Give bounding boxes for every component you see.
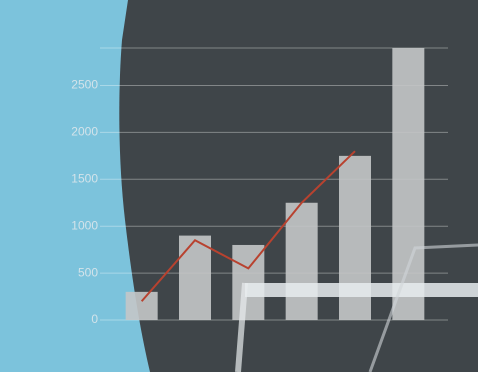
bar — [125, 291, 158, 320]
overlay-band — [245, 283, 478, 297]
y-tick-label: 2000 — [71, 125, 98, 139]
overlay-stroke — [235, 282, 248, 373]
overlay-line — [368, 243, 478, 373]
bar — [179, 235, 211, 320]
bar — [285, 202, 318, 320]
y-tick-label: 500 — [78, 265, 98, 279]
y-tick-label: 1500 — [71, 171, 98, 185]
y-tick-label: 1000 — [71, 218, 98, 232]
line — [140, 150, 356, 302]
bar — [392, 48, 425, 320]
y-tick-label: 0 — [91, 312, 98, 326]
y-tick-label: 2500 — [71, 78, 98, 92]
bar — [232, 244, 265, 320]
